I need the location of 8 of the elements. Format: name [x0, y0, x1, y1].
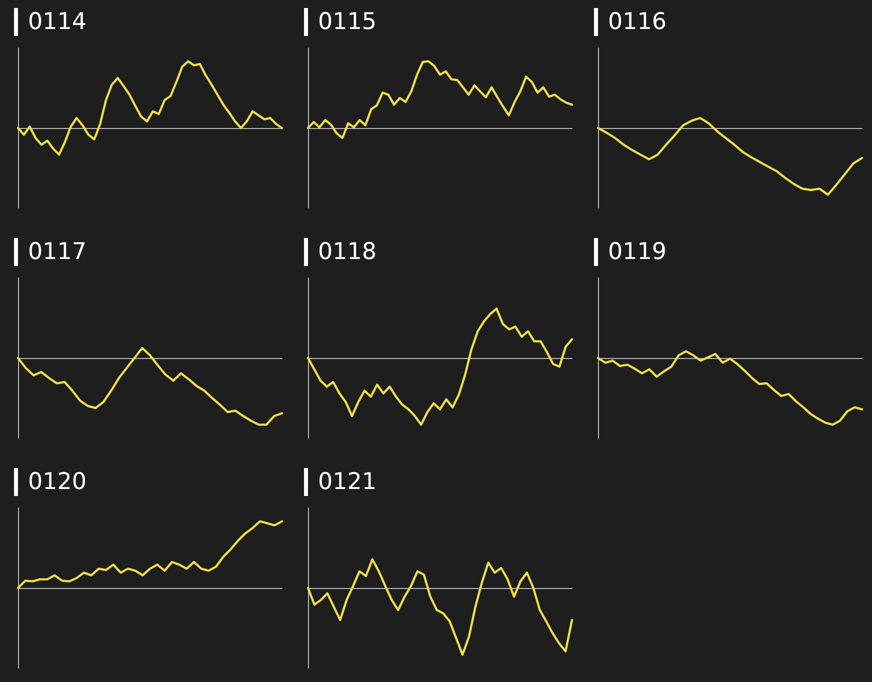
chart-title: 0116 [594, 8, 667, 36]
chart-title: 0120 [14, 468, 87, 496]
chart-title: 0117 [14, 238, 87, 266]
chart-title: 0115 [304, 8, 377, 36]
chart-title: 0118 [304, 238, 377, 266]
chart-title: 0119 [594, 238, 667, 266]
chart-title: 0114 [14, 8, 87, 36]
chart-title: 0121 [304, 468, 377, 496]
